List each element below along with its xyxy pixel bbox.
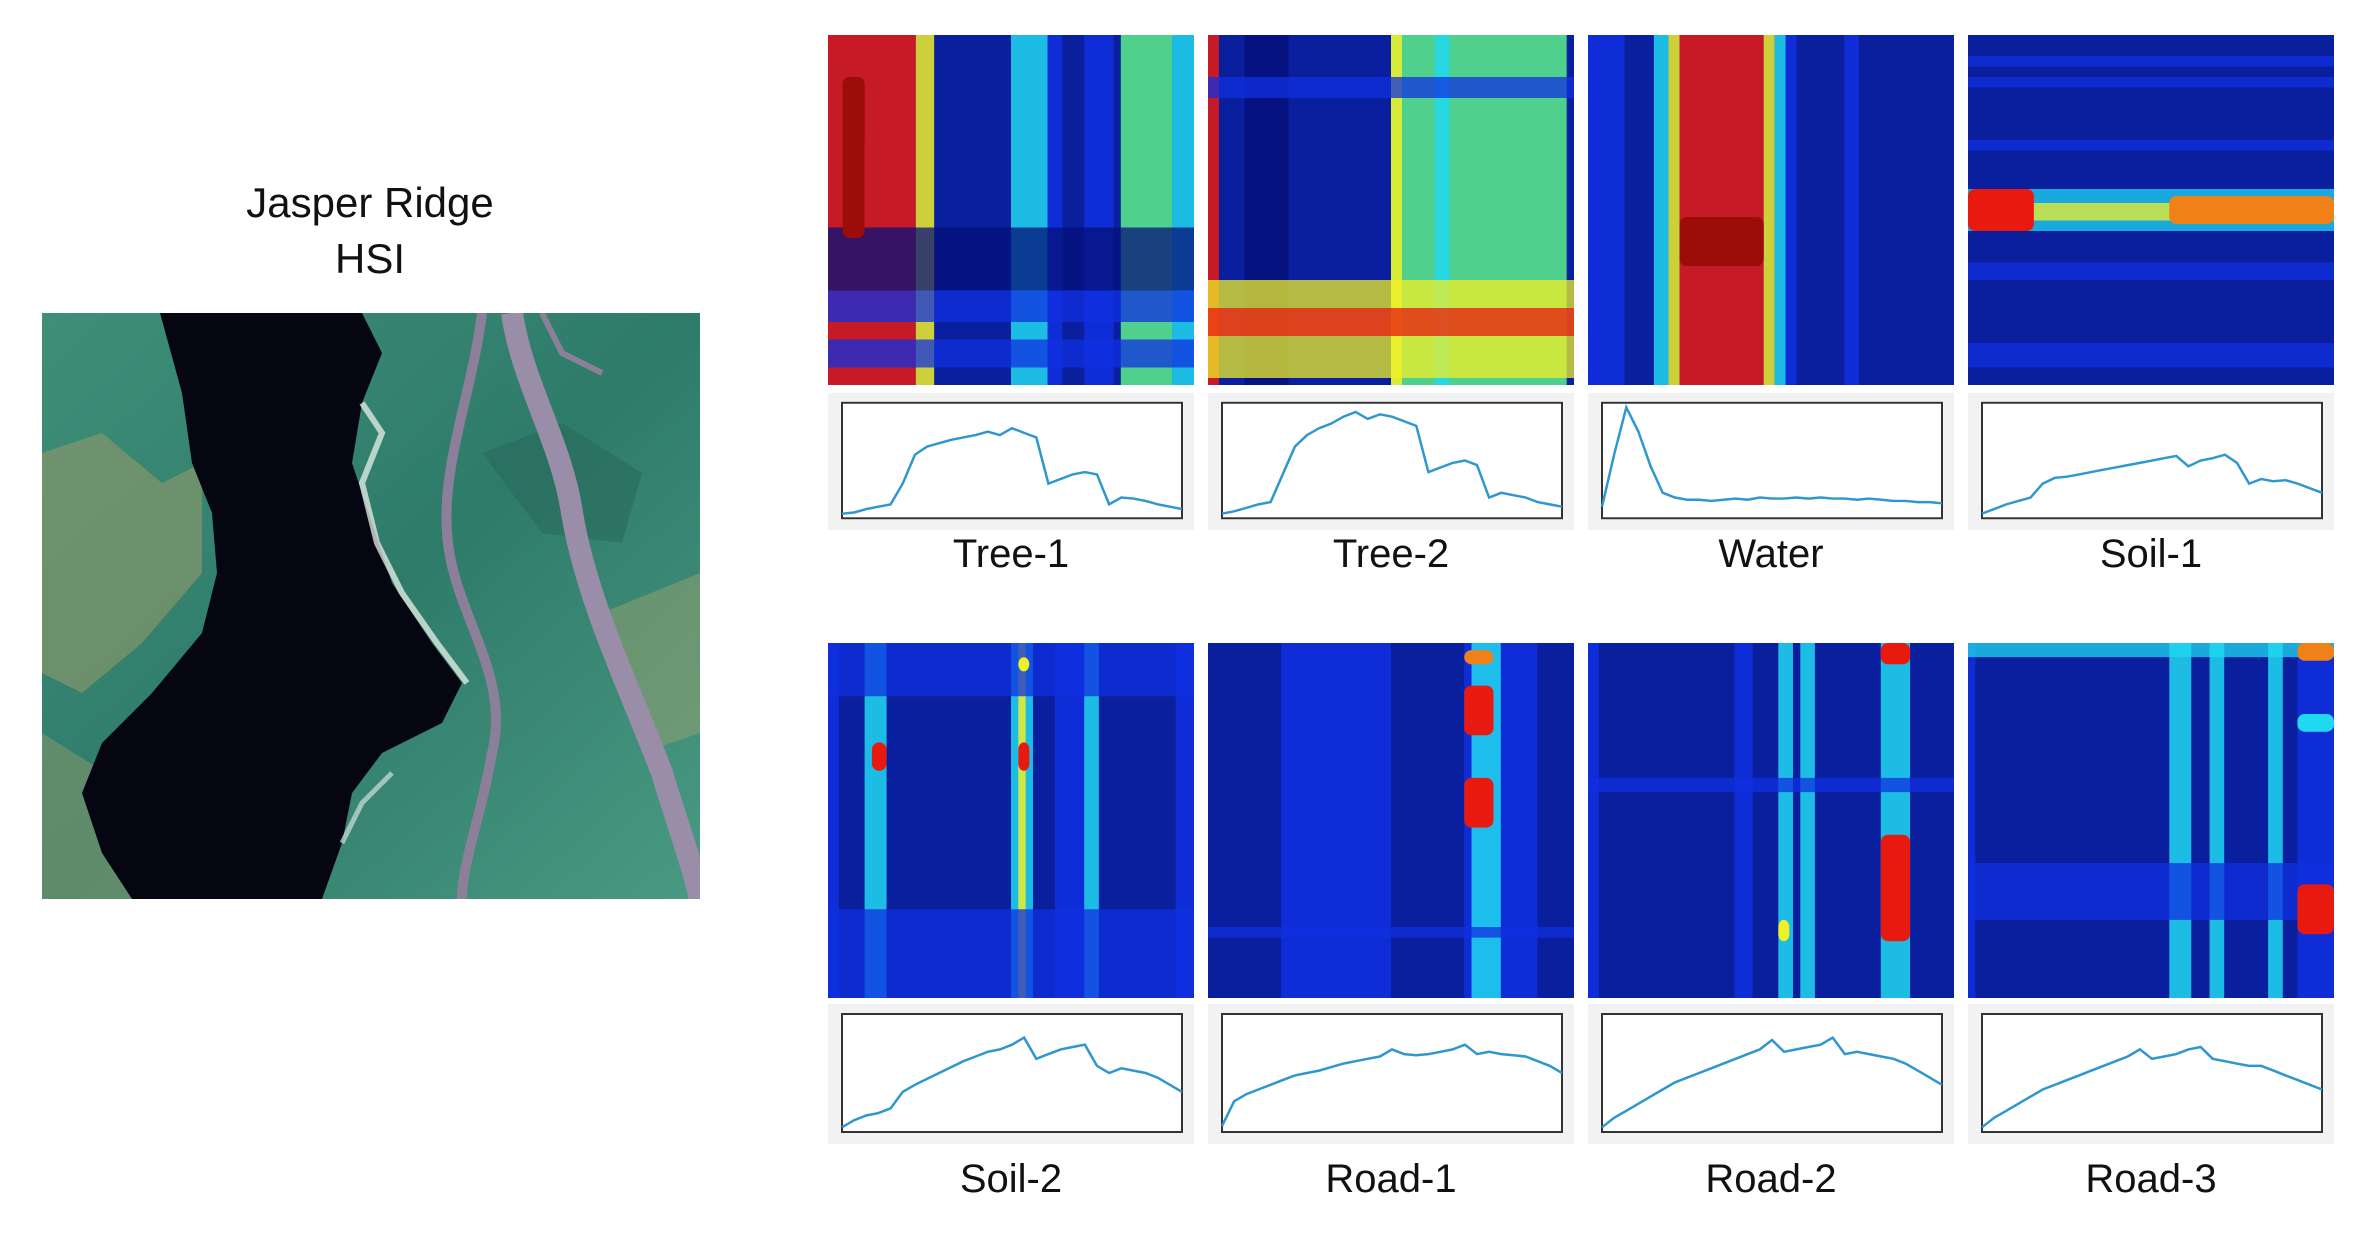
endmember-label-soil-1: Soil-1 [2099, 532, 2203, 576]
correlation-heatmap-tree-2 [1208, 35, 1574, 385]
spectrum-line-road-3 [1981, 1045, 2323, 1129]
spectrum-plot-soil-1 [1968, 393, 2334, 530]
spectrum-plot-tree-2 [1208, 393, 1574, 530]
endmember-label-tree-1: Tree-1 [952, 532, 1070, 576]
spectrum-plot-water [1588, 393, 1954, 530]
hsi-title-line1: Jasper Ridge [246, 179, 494, 226]
endmember-label-road-1: Road-1 [1325, 1157, 1457, 1201]
endmember-label-tree-2: Tree-2 [1332, 532, 1450, 576]
hsi-title: Jasper Ridge HSI [40, 175, 700, 287]
correlation-heatmap-water [1588, 35, 1954, 385]
spectrum-line-tree-2 [1221, 410, 1563, 515]
spectrum-line-soil-1 [1981, 453, 2323, 515]
hsi-false-color-image [42, 311, 711, 902]
spectrum-plot-tree-1 [828, 393, 1194, 530]
endmember-label-road-2: Road-2 [1705, 1157, 1837, 1201]
correlation-heatmap-road-2 [1588, 643, 1954, 998]
hsi-title-line2: HSI [334, 235, 405, 282]
correlation-heatmap-soil-1 [1968, 35, 2334, 385]
spectrum-plot-soil-2 [828, 1004, 1194, 1144]
spectrum-plot-road-2 [1588, 1004, 1954, 1144]
correlation-heatmap-soil-2 [828, 643, 1194, 998]
spectrum-line-road-2 [1601, 1035, 1943, 1129]
spectrum-line-road-1 [1220, 1043, 1563, 1127]
endmember-label-water: Water [1718, 532, 1824, 576]
spectrum-line-water [1600, 403, 1943, 507]
endmember-label-road-3: Road-3 [2085, 1157, 2217, 1201]
spectrum-line-tree-1 [841, 426, 1183, 515]
spectrum-plot-road-1 [1208, 1004, 1574, 1144]
correlation-heatmap-tree-1 [828, 35, 1194, 385]
endmember-label-soil-2: Soil-2 [959, 1157, 1063, 1201]
correlation-heatmap-road-3 [1968, 643, 2334, 998]
spectrum-plot-road-3 [1968, 1004, 2334, 1144]
correlation-heatmap-road-1 [1208, 643, 1574, 998]
spectrum-line-soil-2 [841, 1035, 1183, 1129]
